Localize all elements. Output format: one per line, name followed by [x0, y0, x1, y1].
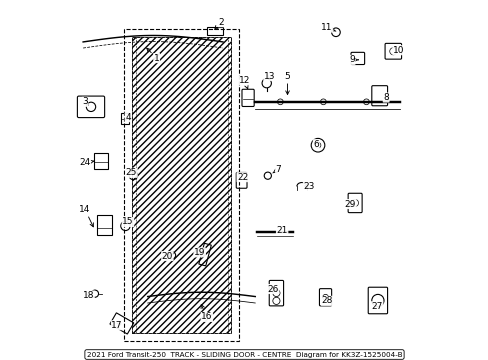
Text: 5: 5: [284, 72, 290, 94]
Text: 15: 15: [122, 217, 133, 226]
Text: 3: 3: [82, 97, 88, 106]
Text: 12: 12: [238, 76, 250, 89]
Bar: [97, 215, 112, 234]
Text: 29: 29: [344, 199, 355, 208]
Text: 19: 19: [194, 248, 205, 257]
Text: 16: 16: [201, 305, 212, 321]
Text: 2021 Ford Transit-250  TRACK - SLIDING DOOR - CENTRE  Diagram for KK3Z-1525004-B: 2021 Ford Transit-250 TRACK - SLIDING DO…: [86, 351, 402, 357]
Text: 20: 20: [162, 252, 173, 261]
Text: 11: 11: [321, 23, 335, 32]
Text: 8: 8: [383, 93, 388, 102]
Text: 24: 24: [79, 158, 94, 167]
Text: 25: 25: [125, 168, 137, 177]
Text: 1: 1: [146, 48, 159, 63]
Text: 6: 6: [313, 140, 319, 149]
Text: 9: 9: [348, 55, 358, 64]
Text: 21: 21: [276, 226, 287, 235]
Bar: [121, 113, 128, 125]
Text: 17: 17: [111, 321, 122, 330]
Text: 4: 4: [125, 113, 130, 122]
Text: 14: 14: [79, 205, 93, 227]
Text: 23: 23: [303, 181, 314, 190]
Text: 13: 13: [264, 72, 275, 81]
Text: 28: 28: [321, 296, 332, 305]
Circle shape: [320, 99, 325, 105]
Bar: [94, 153, 107, 169]
Text: 27: 27: [371, 302, 382, 311]
Text: 2: 2: [214, 18, 224, 30]
Circle shape: [363, 99, 368, 105]
Circle shape: [277, 99, 283, 105]
Text: 10: 10: [392, 46, 404, 55]
Bar: [206, 27, 223, 35]
Text: 26: 26: [267, 284, 278, 293]
Text: 22: 22: [237, 173, 248, 182]
Text: 7: 7: [272, 165, 281, 174]
Text: 18: 18: [82, 291, 94, 300]
